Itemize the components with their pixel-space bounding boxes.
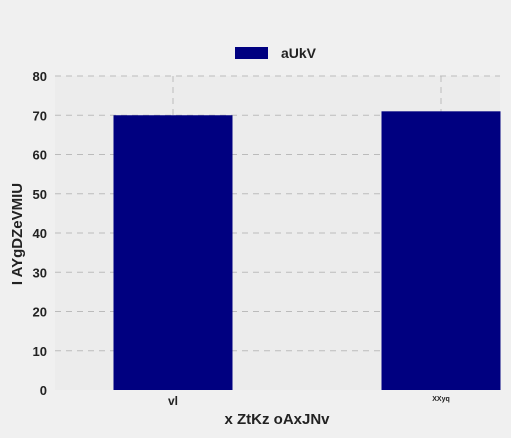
legend-swatch: [235, 47, 268, 59]
y-axis-title: I AYgDZeVMIU: [9, 183, 26, 285]
y-tick-label: 10: [33, 344, 47, 359]
x-tick-labels: vl XXyq: [168, 394, 450, 408]
bars: [113, 111, 501, 390]
legend-label: aUkV: [281, 45, 317, 61]
y-tick-label: 30: [33, 265, 47, 280]
x-tick-label: vl: [168, 394, 178, 408]
x-tick-label: XXyq: [432, 396, 450, 403]
bar-XXyq: [381, 111, 501, 390]
y-tick-label: 80: [33, 69, 47, 84]
y-tick-label: 60: [33, 148, 47, 163]
y-tick-label: 20: [33, 305, 47, 320]
legend: aUkV: [235, 45, 317, 61]
x-axis-title: x ZtKz oAxJNv: [224, 411, 330, 428]
y-tick-label: 0: [40, 383, 47, 398]
y-tick-label: 40: [33, 226, 47, 241]
y-tick-label: 50: [33, 187, 47, 202]
y-tick-labels: 0 10 20 30 40 50 60 70 80: [33, 69, 47, 398]
bar-vl: [113, 115, 233, 390]
y-tick-label: 70: [33, 108, 47, 123]
